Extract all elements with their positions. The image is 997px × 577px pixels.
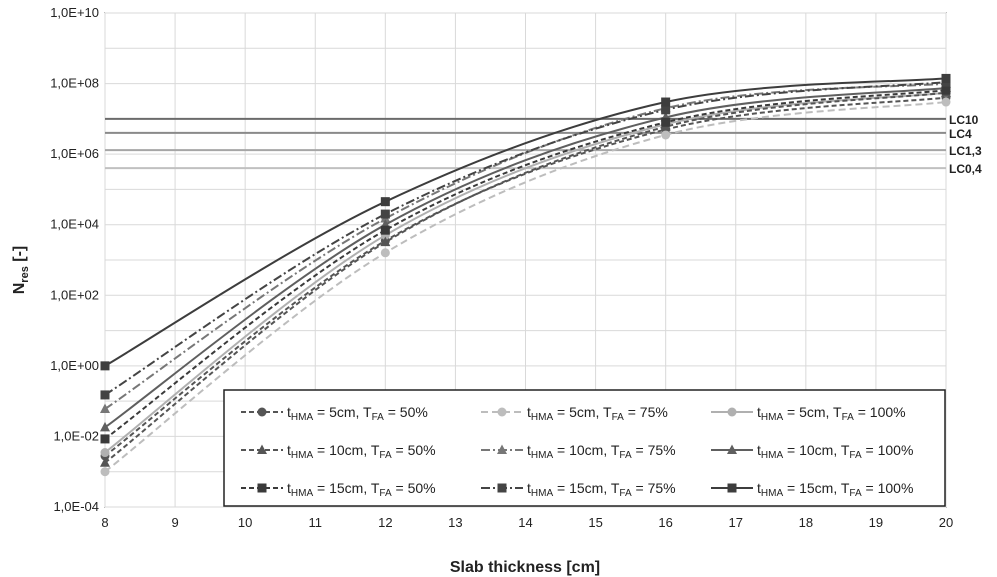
x-tick-label: 17	[729, 515, 743, 530]
series-line	[104, 101, 947, 473]
data-point	[661, 117, 671, 127]
legend-label: tHMA = 5cm, TFA = 50%	[287, 404, 428, 423]
legend-box	[223, 389, 946, 507]
y-tick-label: 1,0E+00	[50, 358, 99, 373]
series-line	[104, 87, 947, 429]
legend-marker	[727, 483, 737, 493]
legend-marker	[497, 483, 507, 493]
legend-marker	[257, 444, 267, 454]
x-axis-label: Slab thickness [cm]	[450, 559, 600, 576]
legend-item: tHMA = 10cm, TFA = 100%	[711, 442, 913, 461]
series-9	[100, 73, 951, 371]
x-tick-label: 9	[171, 515, 178, 530]
x-tick-label: 16	[658, 515, 672, 530]
legend-item: tHMA = 15cm, TFA = 50%	[241, 480, 436, 499]
data-point	[941, 97, 951, 107]
x-tick-label: 20	[939, 515, 953, 530]
x-tick-label: 8	[101, 515, 108, 530]
legend: tHMA = 5cm, TFA = 50% tHMA = 5cm, TFA = 7…	[223, 389, 946, 507]
series-line	[104, 81, 947, 396]
x-tick-label: 11	[309, 515, 323, 530]
data-point	[661, 97, 671, 107]
legend-marker	[497, 444, 507, 454]
legend-marker	[497, 407, 507, 417]
data-point	[100, 467, 110, 477]
data-point	[100, 434, 110, 444]
legend-item: tHMA = 15cm, TFA = 75%	[481, 480, 676, 499]
data-point	[380, 225, 390, 235]
reference-line-label: LC4	[949, 127, 972, 141]
legend-item: tHMA = 10cm, TFA = 75%	[481, 442, 676, 461]
legend-item: tHMA = 5cm, TFA = 100%	[711, 404, 906, 423]
series-line	[104, 77, 947, 367]
series-line	[104, 91, 947, 464]
y-axis-label-main: N	[11, 283, 28, 295]
data-point	[380, 236, 391, 247]
legend-label: tHMA = 10cm, TFA = 75%	[527, 442, 676, 461]
data-point	[100, 421, 110, 432]
series-7	[100, 85, 951, 444]
data-point	[380, 197, 390, 207]
data-point	[661, 130, 671, 140]
legend-item: tHMA = 10cm, TFA = 50%	[241, 442, 436, 461]
legend-label: tHMA = 15cm, TFA = 100%	[757, 480, 913, 499]
legend-marker	[727, 444, 737, 454]
y-axis-label-sub: res	[19, 266, 31, 283]
legend-label: tHMA = 10cm, TFA = 50%	[287, 442, 436, 461]
legend-label: tHMA = 5cm, TFA = 100%	[757, 404, 906, 423]
legend-label: tHMA = 5cm, TFA = 75%	[527, 404, 668, 423]
y-axis-ticks: 1,0E-04 1,0E-02 1,0E+00 1,0E+02 1,0E+04 1,0E+…	[50, 5, 99, 514]
y-tick-label: 1,0E-04	[53, 499, 99, 514]
legend-label: tHMA = 15cm, TFA = 75%	[527, 480, 676, 499]
legend-item: tHMA = 5cm, TFA = 75%	[481, 404, 668, 423]
x-tick-label: 15	[588, 515, 602, 530]
series-layer	[100, 73, 951, 477]
x-tick-label: 19	[869, 515, 883, 530]
legend-item: tHMA = 15cm, TFA = 100%	[711, 480, 913, 499]
data-point	[100, 457, 110, 467]
x-tick-label: 18	[799, 515, 813, 530]
reference-line-label: LC10	[949, 113, 979, 127]
x-tick-label: 13	[448, 515, 462, 530]
legend-marker	[257, 483, 267, 493]
y-tick-label: 1,0E+08	[50, 76, 99, 91]
legend-marker	[257, 407, 267, 417]
y-tick-label: 1,0E+04	[50, 217, 99, 232]
y-tick-label: 1,0E+10	[50, 5, 99, 20]
x-tick-label: 12	[378, 515, 392, 530]
x-tick-label: 10	[238, 515, 252, 530]
reference-line-label: LC1,3	[949, 144, 982, 158]
y-tick-label: 1,0E+06	[50, 146, 99, 161]
series-2	[100, 97, 951, 477]
data-point	[100, 390, 110, 400]
data-point	[941, 73, 951, 83]
series-line	[104, 89, 947, 440]
y-tick-label: 1,0E+02	[50, 287, 99, 302]
data-point	[661, 105, 671, 115]
data-point	[380, 248, 390, 258]
x-tick-label: 14	[518, 515, 532, 530]
y-axis-label: Nres [-]	[11, 246, 31, 295]
data-point	[100, 403, 110, 413]
data-point	[380, 209, 390, 219]
reference-line-label: LC0,4	[949, 162, 982, 176]
x-axis-ticks: 8 9 10 11 12 13 14 15 16 17 18 19 20	[101, 515, 953, 530]
legend-marker	[727, 407, 737, 417]
legend-item: tHMA = 5cm, TFA = 50%	[241, 404, 428, 423]
y-axis-label-suffix: [-]	[11, 246, 28, 266]
data-point	[941, 85, 951, 95]
y-tick-label: 1,0E-02	[53, 428, 99, 443]
data-point	[100, 448, 110, 458]
legend-label: tHMA = 15cm, TFA = 50%	[287, 480, 436, 499]
legend-label: tHMA = 10cm, TFA = 100%	[757, 442, 913, 461]
data-point	[100, 361, 110, 371]
